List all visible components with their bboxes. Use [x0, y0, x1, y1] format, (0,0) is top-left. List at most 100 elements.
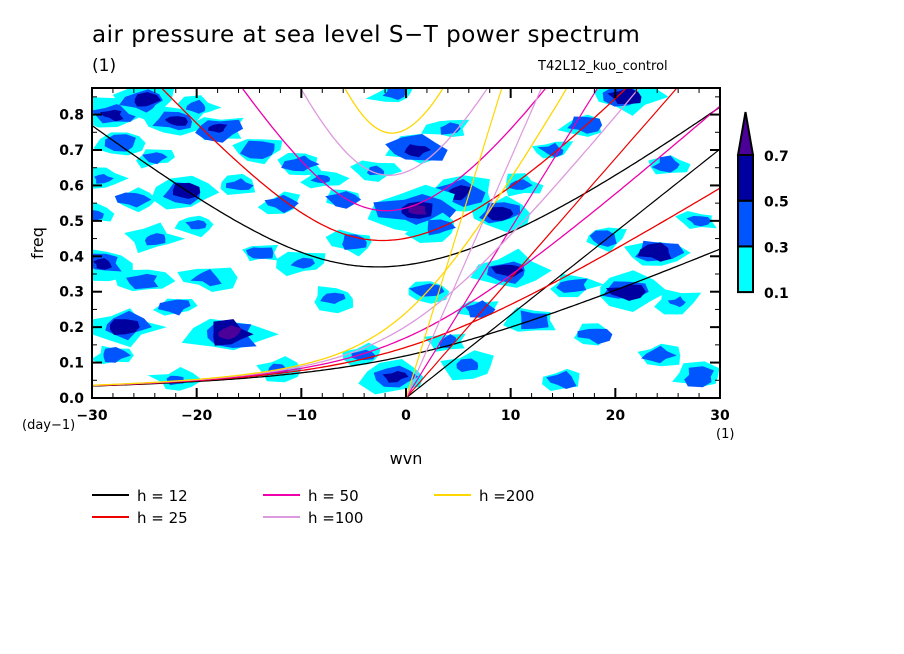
contour-blob-level-1	[246, 247, 274, 259]
contour-blob-level-1	[589, 230, 617, 247]
x-axis-title: wvn	[390, 449, 423, 468]
contour-blob-level-3	[218, 325, 242, 340]
contour-blob-level-1	[641, 345, 677, 364]
contour-blob-level-1	[281, 155, 320, 172]
contour-blob-level-1	[104, 134, 136, 152]
contour-blob-level-1	[325, 191, 362, 209]
contour-blob-level-1	[142, 152, 168, 165]
y-tick-label: 0.1	[59, 356, 84, 372]
contour-blob-level-2	[207, 123, 228, 133]
contour-blob-level-1	[382, 88, 408, 100]
dispersion-curves	[92, 88, 720, 398]
contour-blob-level-3	[408, 204, 427, 215]
contour-blob-level-1	[366, 165, 385, 176]
contour-blob-level-2	[93, 258, 112, 270]
y-tick-label: 0.5	[59, 214, 84, 230]
contour-blob-level-1	[190, 269, 222, 287]
contour-blob-level-1	[567, 116, 603, 134]
contour-blob-level-2	[382, 371, 409, 383]
contour-blob-level-2	[605, 284, 646, 301]
y-tick-label: 0.8	[59, 108, 84, 124]
contour-blob-level-2	[99, 109, 124, 122]
ig-curve-h100	[299, 88, 489, 176]
contour-blob-level-2	[109, 319, 140, 335]
contour-blob-level-2	[164, 116, 188, 126]
kelvin-curve-h50	[405, 88, 599, 398]
ig-curve-h25	[160, 88, 628, 242]
contour-blob-level-1	[240, 140, 275, 159]
legend: h = 12 h = 25 h = 50 h =100 h =200	[92, 487, 534, 527]
contour-blob-level-1	[103, 347, 131, 363]
y-axis-title: freq	[28, 227, 47, 259]
contour-blob-level-2	[134, 92, 161, 107]
y-axis-units: (day−1)	[22, 418, 75, 433]
contour-blob-level-1	[684, 366, 714, 388]
colorbar-label: 0.1	[764, 286, 789, 302]
chart-title: air pressure at sea level S−T power spec…	[92, 22, 641, 48]
contour-blob-level-1	[94, 174, 114, 184]
x-tick-label: 20	[606, 408, 626, 424]
x-tick-label: 30	[710, 408, 730, 424]
contour-blob-level-2	[404, 144, 432, 158]
ig-curve-h12	[92, 106, 720, 268]
contour-blob-level-1	[508, 179, 533, 190]
ig-curve-h200	[344, 88, 444, 134]
y-tick-label: 0.6	[59, 178, 84, 194]
colorbar: 0.1 0.3 0.5 0.7	[736, 111, 789, 302]
y-tick-label: 0.0	[59, 391, 84, 407]
contour-blob-level-1	[546, 370, 577, 389]
x-tick-label: 0	[401, 408, 411, 424]
contour-blob-level-2	[637, 242, 672, 262]
contour-blob-level-1	[320, 292, 346, 304]
contour-blob-level-1	[126, 273, 159, 290]
legend-label: h = 12	[137, 487, 188, 505]
units-label: (1)	[92, 56, 117, 76]
ig-curve-h50	[241, 88, 547, 212]
contour-blob-level-1	[144, 233, 166, 246]
contour-blob-level-1	[651, 155, 680, 173]
contour-blob-level-1	[556, 278, 588, 293]
y-tick-label: 0.2	[59, 320, 84, 336]
legend-label: h = 25	[137, 509, 188, 527]
contour-blob-level-2	[491, 264, 524, 278]
axis-ticks	[91, 88, 721, 399]
contour-blob-level-1	[114, 192, 152, 208]
kelvin-curve-h200	[405, 88, 503, 398]
contour-blob-level-1	[264, 194, 299, 214]
kelvin-curve-h100	[405, 88, 543, 398]
colorbar-box-1	[737, 199, 754, 248]
contour-blob-level-2	[448, 185, 471, 201]
mrg-curve-h12	[92, 248, 720, 387]
colorbar-box-0	[737, 245, 754, 294]
contour-blob-level-1	[92, 209, 104, 221]
contour-blob-level-1	[686, 216, 712, 227]
contour-blob-level-1	[667, 296, 686, 308]
contour-blob-level-1	[409, 283, 445, 297]
y-tick-label: 0.4	[59, 249, 84, 265]
contour-blob-level-1	[158, 299, 191, 316]
y-tick-label: 0.7	[59, 143, 84, 159]
colorbar-label: 0.3	[764, 240, 789, 256]
colorbar-box-2	[737, 154, 754, 202]
kelvin-curve-h25	[405, 88, 678, 398]
x-tick-label: −10	[286, 408, 317, 424]
contour-blob-level-1	[225, 178, 254, 191]
x-tick-label: −30	[76, 408, 107, 424]
contour-blob-level-1	[185, 99, 206, 114]
mrg-curve-h200	[92, 88, 568, 386]
x-tick-label: 10	[501, 408, 521, 424]
legend-label: h =200	[479, 487, 534, 505]
contour-blob-level-1	[577, 328, 613, 345]
chart-subtitle: T42L12_kuo_control	[538, 59, 668, 74]
contour-blob-level-1	[290, 257, 315, 269]
colorbar-label: 0.5	[764, 195, 789, 211]
legend-label: h =100	[308, 509, 363, 527]
contour-blob-level-2	[487, 207, 514, 221]
y-tick-label: 0.3	[59, 285, 84, 301]
contour-blob-level-1	[456, 358, 479, 373]
x-tick-label: −20	[181, 408, 212, 424]
colorbar-label: 0.7	[764, 149, 789, 165]
x-axis-units: (1)	[716, 427, 734, 442]
contour-blob-level-1	[185, 220, 207, 230]
